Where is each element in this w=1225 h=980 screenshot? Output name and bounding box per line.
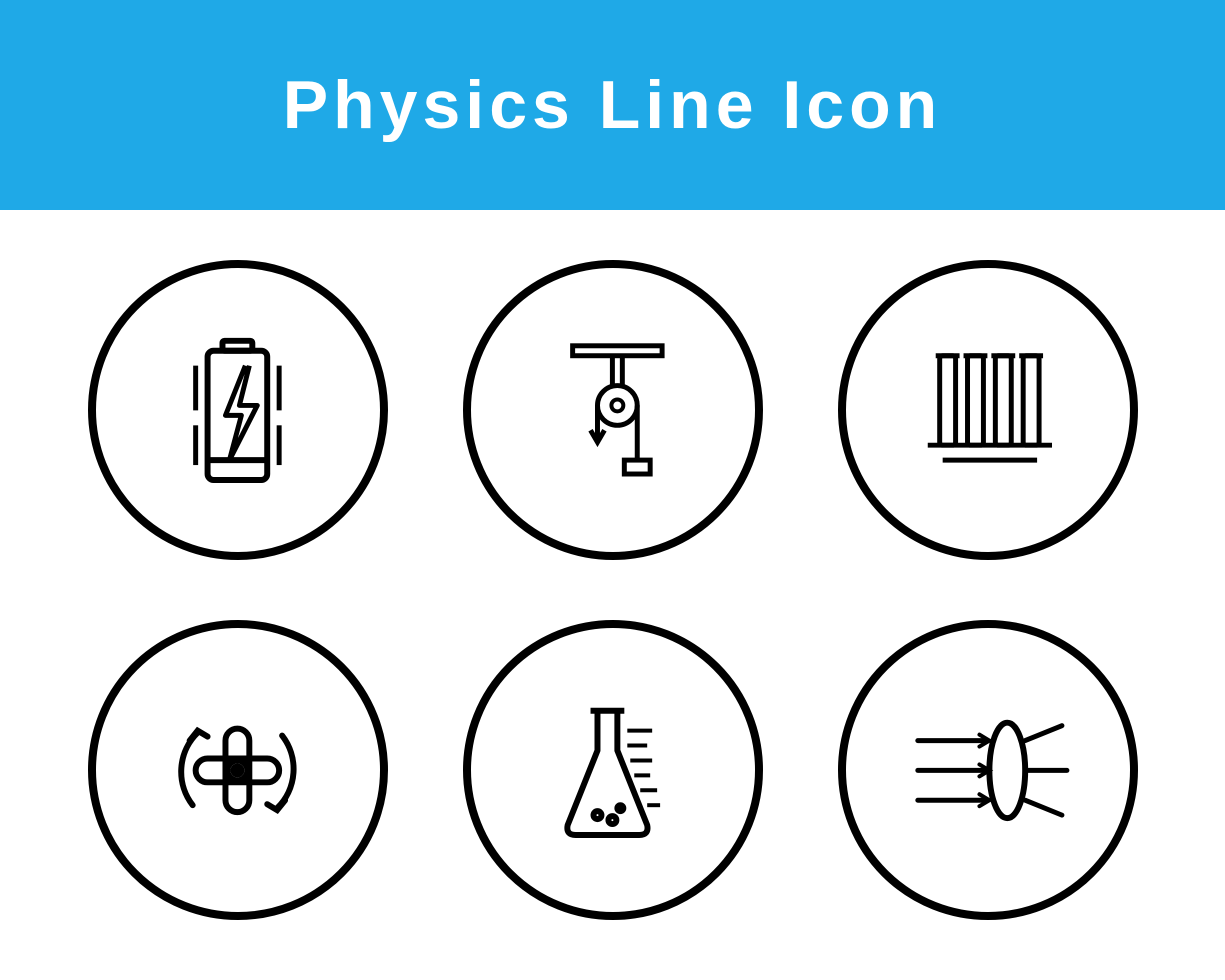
test-tubes-icon (838, 260, 1138, 560)
flask-icon (463, 620, 763, 920)
gyroscope-icon (88, 620, 388, 920)
pulley-icon (463, 260, 763, 560)
icon-grid (0, 210, 1225, 980)
battery-charging-icon (88, 260, 388, 560)
page-title: Physics Line Icon (283, 66, 942, 144)
lens-icon (838, 620, 1138, 920)
header-banner: Physics Line Icon (0, 0, 1225, 210)
